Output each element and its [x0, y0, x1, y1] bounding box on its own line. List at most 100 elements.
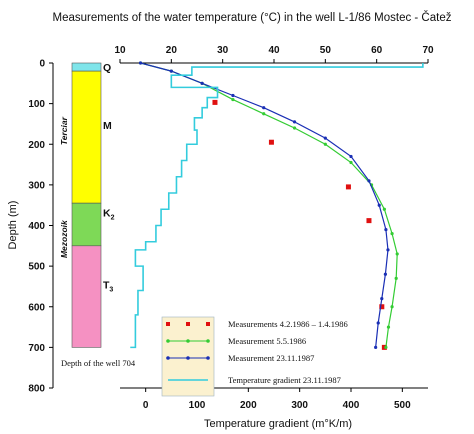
- gradient-tick-label: 500: [394, 400, 411, 411]
- depth-note: Depth of the well 704: [61, 358, 136, 368]
- data-point: [262, 112, 266, 116]
- legend-marker: [186, 322, 190, 326]
- depth-tick-label: 0: [39, 59, 45, 70]
- strat-column: Q M K2 T3 Terciar Mezozoik Depth of the well 7…: [59, 62, 136, 368]
- data-point: [262, 106, 266, 110]
- series-2: [138, 61, 390, 349]
- gradient-tick-label: 200: [240, 400, 257, 411]
- data-point: [390, 305, 394, 309]
- data-point: [169, 69, 173, 73]
- legend-items: Measurements 4.2.1986 – 1.4.1986 Measurem…: [166, 319, 348, 385]
- legend-marker: [206, 356, 210, 360]
- strat-unit-label: Q: [103, 62, 111, 74]
- data-point: [268, 139, 274, 145]
- strat-unit-label: M: [103, 120, 112, 132]
- data-point: [390, 232, 394, 236]
- depth-tick-label: 500: [28, 262, 45, 273]
- legend-item: Measurements 4.2.1986 – 1.4.1986: [166, 319, 348, 329]
- legend-label: Measurements 4.2.1986 – 1.4.1986: [228, 319, 348, 329]
- legend-marker: [206, 322, 210, 326]
- data-point: [384, 227, 388, 232]
- data-point: [349, 160, 353, 165]
- era-label: Terciar: [59, 116, 69, 145]
- legend-item: Measurement 23.11.1987: [166, 353, 314, 363]
- data-point: [377, 203, 381, 207]
- data-point: [386, 248, 390, 252]
- data-point: [374, 345, 378, 349]
- data-point: [231, 93, 235, 98]
- series-3: [130, 63, 424, 349]
- legend-marker: [186, 339, 190, 343]
- gradient-tick-label: 300: [291, 400, 308, 411]
- strat-unit-q: [71, 62, 102, 72]
- depth-tick-label: 300: [28, 180, 45, 191]
- legend-label: Measurement 23.11.1987: [228, 353, 314, 363]
- gradient-line: [130, 63, 424, 349]
- temperature-tick-label: 40: [268, 45, 280, 56]
- era-label: Mezozoik: [59, 219, 69, 258]
- data-point: [382, 207, 386, 211]
- data-point: [323, 136, 327, 140]
- series-line: [140, 62, 398, 348]
- temperature-tick-label: 10: [114, 45, 126, 56]
- series-line: [140, 62, 389, 348]
- legend-marker: [166, 339, 170, 343]
- data-point: [292, 126, 297, 130]
- strat-unit-t: [71, 245, 102, 348]
- depth-tick-label: 700: [28, 343, 45, 354]
- data-point: [323, 142, 327, 146]
- legend-marker: [186, 356, 190, 360]
- legend-marker: [166, 322, 170, 326]
- data-point: [376, 321, 380, 325]
- x-bottom-label: Temperature gradient (m°K/m): [204, 418, 352, 430]
- gradient-ticks: 0 100 200 300 400 500: [143, 388, 411, 411]
- data-point: [212, 99, 218, 105]
- depth-tick-label: 200: [28, 140, 45, 151]
- temperature-tick-label: 20: [166, 45, 178, 56]
- gradient-tick-label: 0: [143, 400, 149, 411]
- temperature-tick-label: 70: [422, 45, 434, 56]
- legend-item: Measurement 5.5.1986: [166, 336, 306, 346]
- data-point: [292, 120, 297, 124]
- data-point: [366, 218, 372, 224]
- data-point: [394, 276, 398, 280]
- gradient-tick-label: 100: [189, 400, 206, 411]
- data-point: [231, 97, 235, 102]
- temperature-tick-label: 30: [217, 45, 229, 56]
- depth-tick-label: 800: [28, 384, 45, 395]
- legend-label: Temperature gradient 23.11.1987: [228, 375, 341, 385]
- depth-tick-label: 100: [28, 99, 45, 110]
- gradient-tick-label: 400: [343, 400, 360, 411]
- legend-label: Measurement 5.5.1986: [228, 336, 306, 346]
- data-point: [383, 272, 387, 276]
- data-point: [349, 154, 353, 159]
- data-point: [345, 184, 351, 190]
- chart-title: Measurements of the water temperature (°…: [53, 11, 452, 24]
- data-point: [379, 304, 385, 310]
- legend-item: Temperature gradient 23.11.1987: [168, 375, 341, 385]
- depth-tick-label: 600: [28, 302, 45, 313]
- data-point: [386, 325, 391, 329]
- legend-marker: [166, 356, 170, 360]
- strat-unit-m: [71, 70, 102, 204]
- series-layer: [130, 61, 424, 350]
- legend-marker: [206, 339, 210, 343]
- temperature-tick-label: 50: [320, 45, 332, 56]
- depth-ticks: 0 100 200 300 400 500 600 700 800: [28, 59, 53, 395]
- strat-unit-label: K2: [103, 207, 115, 221]
- strat-unit-label: T3: [103, 280, 113, 294]
- data-point: [367, 179, 371, 183]
- series-0: [212, 99, 387, 350]
- depth-tick-label: 400: [28, 221, 45, 232]
- title: Measurements of the water temperature (°…: [53, 11, 452, 24]
- temperature-tick-label: 60: [371, 45, 383, 56]
- series-1: [138, 61, 399, 349]
- y-axis-label: Depth (m): [7, 201, 19, 250]
- data-point: [384, 345, 388, 349]
- data-point: [138, 61, 143, 65]
- temperature-ticks: 10 20 30 40 50 60 70: [114, 45, 434, 63]
- strat-unit-k: [71, 202, 102, 247]
- data-point: [380, 297, 384, 301]
- data-point: [395, 252, 399, 256]
